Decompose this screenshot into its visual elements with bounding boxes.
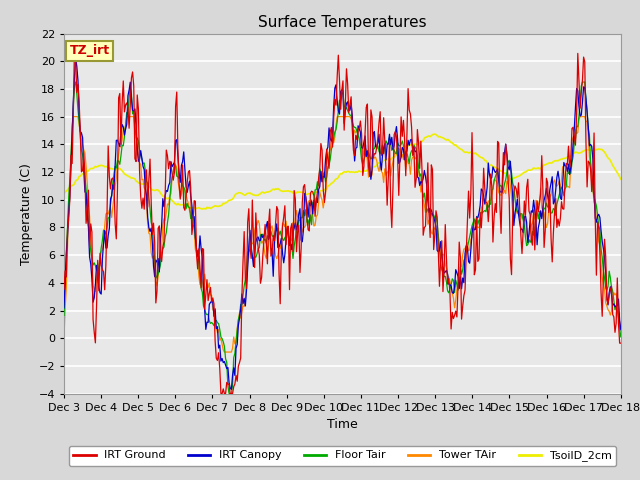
Y-axis label: Temperature (C): Temperature (C): [20, 163, 33, 264]
Text: TZ_irt: TZ_irt: [70, 44, 109, 58]
X-axis label: Time: Time: [327, 418, 358, 431]
Legend: IRT Ground, IRT Canopy, Floor Tair, Tower TAir, TsoilD_2cm: IRT Ground, IRT Canopy, Floor Tair, Towe…: [69, 446, 616, 466]
Title: Surface Temperatures: Surface Temperatures: [258, 15, 427, 30]
